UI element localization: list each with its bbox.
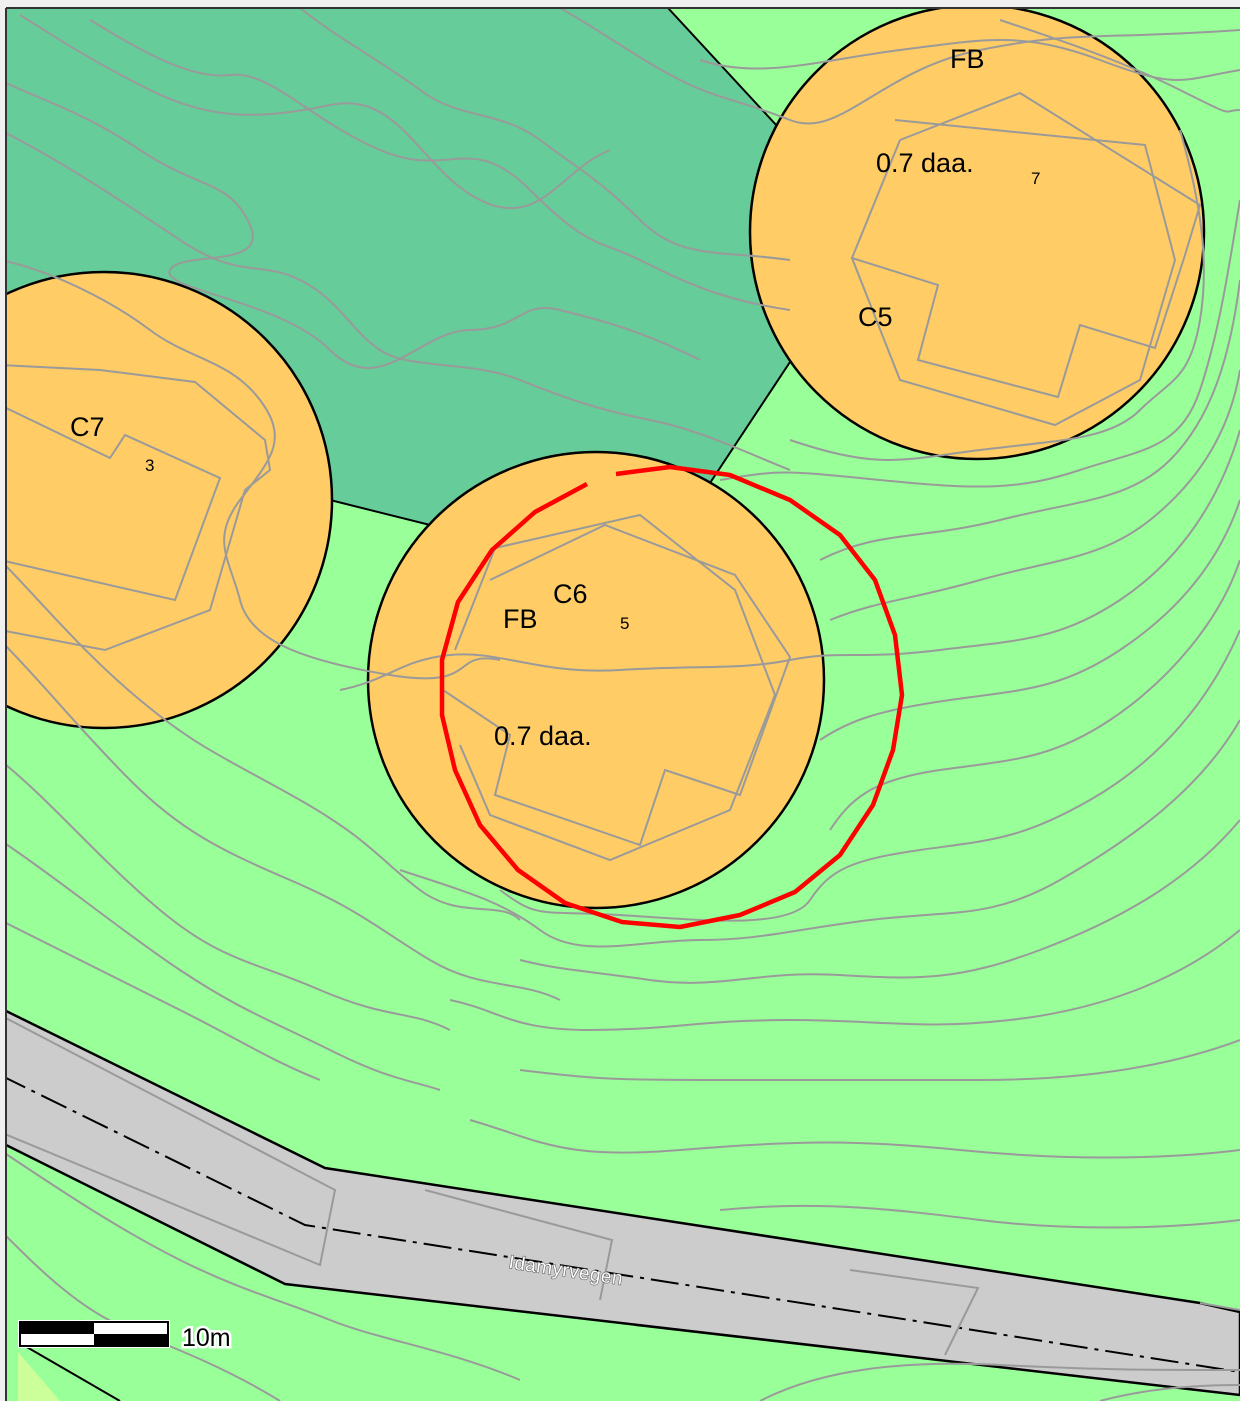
plot-c5-id-label: C5 [858, 302, 893, 332]
scale-bar-label: 10m [182, 1324, 231, 1352]
road-centerline [0, 1074, 1240, 1373]
plot-c6-usage-label: FB [503, 604, 538, 634]
building-outlines [0, 91, 1202, 862]
road-driveway-outlines [0, 1014, 1240, 1356]
corner-area [18, 1352, 60, 1401]
plot-c5-area-label: 0.7 daa. [876, 148, 974, 178]
road-area [0, 1006, 1240, 1397]
scale-bar: 10m [18, 1320, 233, 1355]
plot-c6-number-label: 5 [620, 614, 629, 633]
plot-c6-area-label: 0.7 daa. [494, 721, 592, 751]
map-frame-border [0, 0, 1240, 8]
plot-circle-c6[interactable] [366, 450, 826, 910]
plot-c7-number-label: 3 [145, 456, 154, 475]
plot-c5-number-label: 7 [1031, 169, 1040, 188]
plot-c5-usage-label: FB [950, 44, 985, 74]
plot-c7-id-label: C7 [70, 412, 105, 442]
plot-c6-id-label: C6 [553, 579, 588, 609]
highlight-ring [439, 464, 905, 930]
corner-line [24, 1345, 121, 1401]
contour-lines [0, 7, 1240, 1401]
